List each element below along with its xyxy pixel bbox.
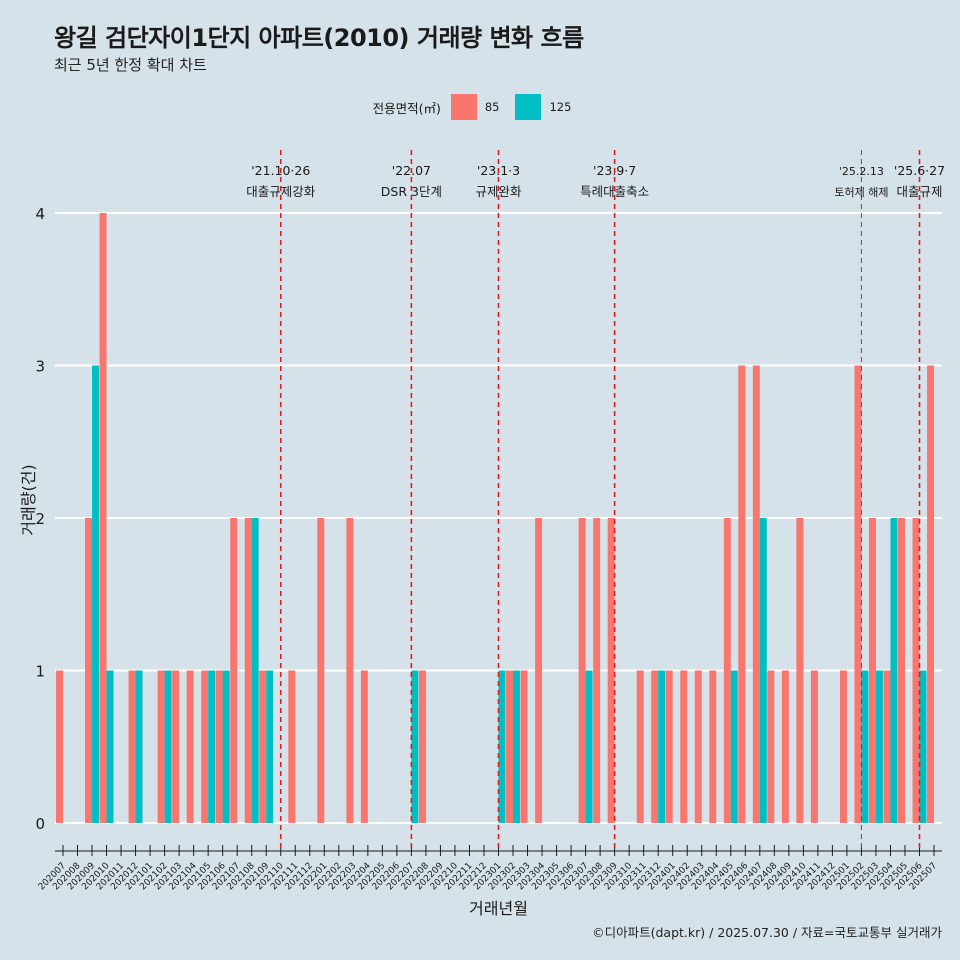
chart-caption: ©디아파트(dapt.kr) / 2025.07.30 / 자료=국토교통부 실… xyxy=(592,925,942,940)
legend-label-85: 85 xyxy=(484,100,500,114)
bar-85-202208 xyxy=(418,670,426,823)
bar-85-202303 xyxy=(520,670,528,823)
bar-125-202108 xyxy=(251,518,259,823)
y-tick-label: 2 xyxy=(35,510,45,528)
bar-85-202404 xyxy=(709,670,717,823)
bar-125-202307 xyxy=(585,670,593,823)
bar-125-202009 xyxy=(92,365,99,823)
bar-85-202408 xyxy=(767,670,775,823)
y-axis-title: 거래량(건) xyxy=(19,464,38,535)
bar-125-202109 xyxy=(266,670,274,823)
bar-85-202103 xyxy=(172,670,180,823)
bar-85-202409 xyxy=(781,670,789,823)
event-date-label: '22.07 xyxy=(392,163,431,178)
y-tick-label: 3 xyxy=(35,358,45,376)
bar-125-202502 xyxy=(861,670,869,823)
event-text-label: 특례대출축소 xyxy=(580,184,649,199)
bar-85-202108 xyxy=(244,518,252,823)
legend-title: 전용면적(㎡) xyxy=(372,100,441,116)
chart-title: 왕길 검단자이1단지 아파트(2010) 거래량 변화 흐름 xyxy=(54,24,584,52)
bar-85-202201 xyxy=(317,518,325,823)
bar-85-202107 xyxy=(230,518,238,823)
y-tick-label: 4 xyxy=(35,205,45,223)
bar-85-202111 xyxy=(288,670,296,823)
event-text-label: 대출규제 xyxy=(896,184,942,199)
bar-125-202312 xyxy=(658,670,666,823)
event-text-label: 규제완화 xyxy=(475,184,522,199)
bar-85-202308 xyxy=(593,518,601,823)
event-text-label: DSR 3단계 xyxy=(381,184,442,199)
bar-125-202503 xyxy=(875,670,883,823)
bar-85-202405 xyxy=(723,518,731,823)
event-date-label: '23.1·3 xyxy=(477,163,520,178)
bar-125-202105 xyxy=(208,670,216,823)
bar-125-202102 xyxy=(164,670,172,823)
bar-85-202109 xyxy=(259,670,267,823)
y-tick-label: 1 xyxy=(35,663,45,681)
bar-85-202505 xyxy=(898,518,905,823)
bar-85-202106 xyxy=(215,670,223,823)
bar-85-202311 xyxy=(636,670,644,823)
legend-key-85 xyxy=(450,94,477,120)
bar-85-202010 xyxy=(99,213,107,823)
bar-85-202507 xyxy=(927,365,935,823)
bar-125-202012 xyxy=(135,670,143,823)
y-tick-label: 0 xyxy=(35,815,45,833)
bar-125-202407 xyxy=(759,518,767,823)
bar-85-202504 xyxy=(883,670,891,823)
bar-85-202402 xyxy=(680,670,688,823)
bar-85-202503 xyxy=(868,518,876,823)
bar-125-202010 xyxy=(106,670,114,823)
legend-label-125: 125 xyxy=(549,100,572,114)
legend-key-125 xyxy=(515,94,542,120)
bar-125-202405 xyxy=(730,670,738,823)
bar-85-202502 xyxy=(854,365,862,823)
bar-125-202302 xyxy=(513,670,520,823)
bar-85-202309 xyxy=(607,518,615,823)
event-date-label: '21.10·26 xyxy=(251,163,310,178)
bar-85-202406 xyxy=(738,365,746,823)
bar-85-202506 xyxy=(912,518,920,823)
bar-85-202312 xyxy=(651,670,659,823)
bar-85-202102 xyxy=(157,670,165,823)
event-date-label: '25.6·27 xyxy=(894,163,945,178)
bar-85-202410 xyxy=(796,518,804,823)
bar-85-202203 xyxy=(346,518,354,823)
bar-85-202307 xyxy=(578,518,586,823)
bar-85-202105 xyxy=(201,670,209,823)
bar-125-202506 xyxy=(919,670,927,823)
bar-125-202301 xyxy=(498,670,506,823)
legend: 전용면적(㎡) 85 125 xyxy=(0,94,960,120)
bar-85-202104 xyxy=(186,670,194,823)
bar-85-202501 xyxy=(839,670,847,823)
bar-85-202401 xyxy=(665,670,673,823)
chart-subtitle: 최근 5년 한정 확대 차트 xyxy=(54,56,207,74)
event-date-label: '23.9·7 xyxy=(593,163,636,178)
bar-85-202304 xyxy=(535,518,543,823)
bar-85-202411 xyxy=(810,670,818,823)
x-axis-title: 거래년월 xyxy=(469,899,528,918)
bar-85-202407 xyxy=(752,365,760,823)
bar-85-202403 xyxy=(694,670,702,823)
bar-125-202207 xyxy=(411,670,419,823)
bar-125-202106 xyxy=(222,670,230,823)
bar-85-202012 xyxy=(128,670,136,823)
event-text-label: 대출규제강화 xyxy=(246,184,316,199)
bar-85-202204 xyxy=(360,670,368,823)
bar-85-202302 xyxy=(506,670,514,823)
bar-85-202009 xyxy=(85,518,93,823)
bar-85-202007 xyxy=(56,670,63,823)
bar-125-202504 xyxy=(890,518,898,823)
event-text-label: 토허제 해제 xyxy=(834,185,888,199)
event-date-label: '25.2.13 xyxy=(839,165,884,178)
